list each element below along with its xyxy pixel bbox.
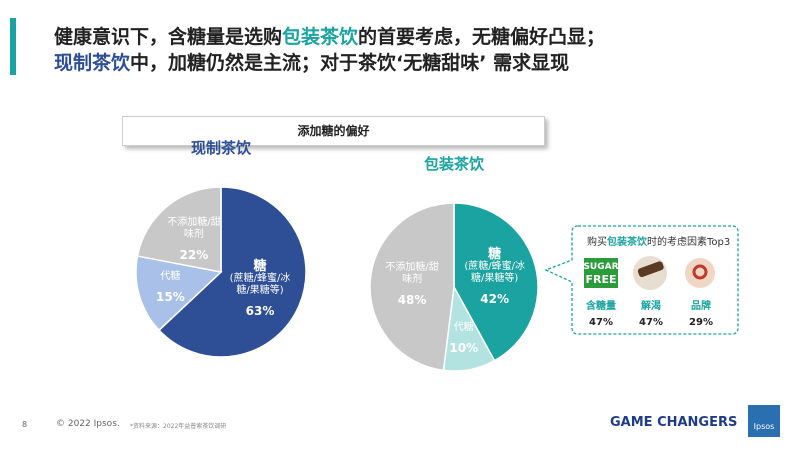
category-note: (蔗糖/蜂蜜/冰糖/果糖等) xyxy=(229,272,291,296)
category-note: (蔗糖/蜂蜜/冰糖/果糖等) xyxy=(464,260,525,284)
factor-value: 47% xyxy=(589,317,613,328)
value-label: 22% xyxy=(179,248,209,263)
slice-label: 不添加糖/甜味剂 48% xyxy=(381,262,443,306)
value-label: 42% xyxy=(480,291,510,306)
source: *资料来源：2022年益普索茶饮调研 xyxy=(130,423,227,430)
slice-label: 不添加糖/甜味剂 22% xyxy=(163,217,225,261)
sugar-free-icon xyxy=(584,258,618,288)
callout-title: 购买包装茶饮时的考虑因素Top3 xyxy=(587,233,730,248)
highlight: 包装茶饮 xyxy=(282,26,359,48)
brand-icon xyxy=(685,258,715,288)
category-label: 糖 xyxy=(488,246,502,262)
slice-label: 糖 (蔗糖/蜂蜜/冰糖/果糖等) 42% xyxy=(464,246,526,306)
factor-label: 品牌 xyxy=(691,301,711,312)
text: 购买 xyxy=(587,237,607,248)
category-label: 代糖 xyxy=(160,270,181,282)
slice-label: 代糖 10% xyxy=(433,322,495,354)
copyright: © 2022 Ipsos. xyxy=(56,419,120,429)
factor-label: 含糖量 xyxy=(586,301,616,312)
text: 中，加糖仍然是主流；对于茶饮‘无糖甜味’ 需求显现 xyxy=(130,52,570,74)
pie-slice xyxy=(135,255,223,332)
page-number: 8 xyxy=(22,420,28,429)
factor-label: 解渴 xyxy=(641,301,661,312)
bottle xyxy=(637,261,664,278)
ring xyxy=(692,264,708,280)
callout-frame: SUGAR FREE xyxy=(544,225,739,335)
value-label: 15% xyxy=(156,289,185,304)
headline-line-2: 现制茶饮中，加糖仍然是主流；对于茶饮‘无糖甜味’ 需求显现 xyxy=(54,48,569,75)
icon-text: FREE xyxy=(585,273,616,286)
section-label: 添加糖的偏好 xyxy=(122,116,545,146)
category-label: 代糖 xyxy=(453,322,474,334)
factor-value: 29% xyxy=(689,317,713,328)
pie-slice xyxy=(136,186,222,273)
category-label: 糖 xyxy=(253,258,267,274)
chart-title: 现制茶饮 xyxy=(190,139,252,157)
category-label: 不添加糖/甜味剂 xyxy=(385,262,439,286)
slice-label: 糖 (蔗糖/蜂蜜/冰糖/果糖等) 63% xyxy=(229,258,291,318)
logo: Ipsos xyxy=(748,405,780,437)
text: 时的考虑因素Top3 xyxy=(647,237,731,248)
slice-label: 代糖 15% xyxy=(139,271,201,303)
factor-value: 47% xyxy=(639,317,663,328)
value-label: 10% xyxy=(449,341,479,356)
value-label: 48% xyxy=(397,293,427,308)
pie-slice xyxy=(453,202,539,362)
text: 的首要考虑，无糖偏好凸显； xyxy=(358,26,606,48)
highlight: 包装茶饮 xyxy=(607,237,647,248)
text: 健康意识下，含糖量是选购 xyxy=(54,26,283,48)
pie-slice xyxy=(157,186,307,358)
category-label: 不添加糖/甜味剂 xyxy=(167,217,221,241)
highlight: 现制茶饮 xyxy=(54,52,131,74)
value-label: 63% xyxy=(245,303,275,318)
headline-line-1: 健康意识下，含糖量是选购包装茶饮的首要考虑，无糖偏好凸显； xyxy=(54,22,605,49)
icon-text: SUGAR xyxy=(583,262,618,272)
accent-bar xyxy=(10,18,16,75)
pie-slice xyxy=(369,202,455,372)
chart-title: 包装茶饮 xyxy=(423,155,485,173)
tagline: GAME CHANGERS xyxy=(610,415,738,430)
